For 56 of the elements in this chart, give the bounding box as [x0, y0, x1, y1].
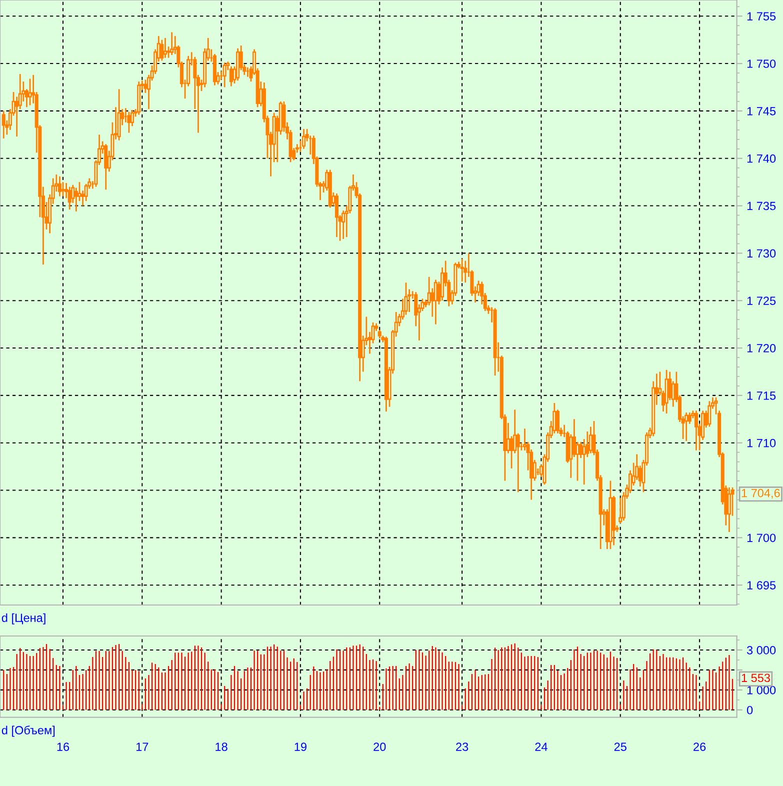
candlestick — [460, 258, 464, 282]
y-tick-label: 1 715 — [747, 392, 776, 400]
candlestick — [104, 143, 108, 190]
x-tick-label: 20 — [374, 742, 386, 751]
y-tick-label: 1 730 — [747, 249, 776, 258]
candlestick — [342, 210, 346, 240]
candlestick — [117, 88, 121, 142]
x-tick-label: 25 — [614, 742, 626, 751]
x-tick-label: 24 — [535, 742, 548, 751]
x-tick-label: 18 — [216, 742, 228, 751]
y-tick-label: 3 000 — [746, 646, 776, 654]
y-tick-label: 1 695 — [747, 581, 776, 590]
y-tick-label: 1 710 — [747, 438, 776, 448]
y-tick-label: 1 725 — [747, 296, 776, 305]
y-tick-label: 1 700 — [747, 534, 776, 542]
candlestick — [28, 78, 32, 106]
candlestick — [166, 46, 170, 59]
x-tick-label: 19 — [294, 742, 306, 751]
candlestick — [61, 181, 65, 197]
candlestick — [684, 412, 688, 442]
y-tick-label: 0 — [746, 706, 753, 714]
y-tick-label: 1 750 — [747, 60, 776, 68]
y-tick-label: 1 745 — [747, 107, 776, 116]
candlestick — [404, 282, 408, 316]
candlestick — [727, 486, 731, 533]
candlestick — [2, 110, 6, 140]
candlestick — [516, 432, 520, 493]
candlestick — [68, 186, 72, 210]
x-tick-label: 23 — [456, 742, 468, 751]
candlestick — [144, 78, 148, 94]
candlestick — [708, 400, 712, 428]
candlestick — [688, 412, 692, 425]
candlestick — [170, 32, 174, 56]
text: 1 704,6 — [742, 488, 780, 499]
candlestick — [78, 181, 82, 202]
x-tick-label: 17 — [136, 742, 148, 751]
text: d [Цена] — [2, 613, 46, 624]
candlestick — [163, 37, 168, 59]
x-tick-label: 16 — [57, 742, 70, 751]
candlestick — [58, 176, 62, 197]
candlestick — [127, 111, 131, 134]
candlestick — [694, 410, 698, 452]
candlestick — [522, 428, 527, 452]
candlestick — [222, 62, 226, 88]
text: d [Объем] — [2, 726, 55, 737]
candlestick — [160, 39, 164, 62]
text: 1 553 — [742, 674, 770, 682]
x-tick-label: 26 — [694, 742, 706, 751]
y-tick-label: 1 740 — [747, 154, 776, 163]
candlestick — [334, 192, 339, 238]
candlestick — [552, 402, 556, 434]
y-tick-label: 1 720 — [747, 344, 776, 352]
candlestick — [302, 128, 306, 150]
candlestick — [556, 408, 560, 434]
y-tick-label: 1 755 — [747, 12, 776, 21]
y-tick-label: 1 735 — [747, 202, 776, 210]
